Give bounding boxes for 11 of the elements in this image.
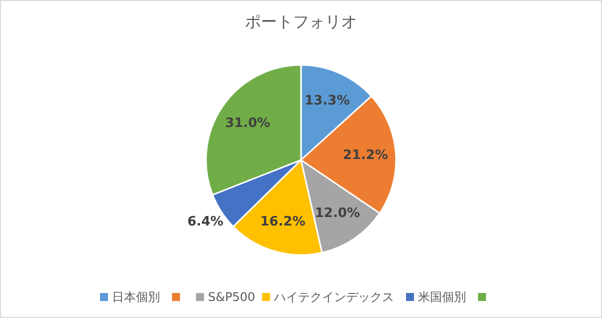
data-label: 31.0%: [225, 116, 270, 132]
chart-title: ポートフォリオ: [245, 12, 357, 31]
data-label: 13.3%: [304, 93, 350, 108]
legend-label: 米国個別: [418, 290, 466, 304]
legend-label: 日本個別: [112, 290, 160, 304]
data-label: 12.0%: [314, 206, 360, 221]
legend-label: S&P500: [208, 290, 256, 304]
legend-label: ハイテクインデックス: [273, 290, 394, 304]
data-label: 6.4%: [187, 214, 224, 230]
data-label: 21.2%: [342, 148, 388, 163]
data-label: 16.2%: [260, 214, 306, 230]
